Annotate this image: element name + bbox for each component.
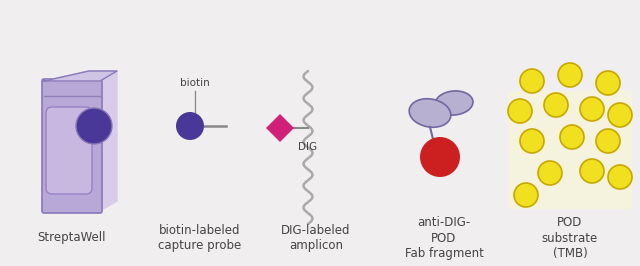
Ellipse shape [435,91,473,115]
Text: biotin-labeled
capture probe: biotin-labeled capture probe [158,224,242,252]
FancyBboxPatch shape [42,79,102,213]
Text: biotin: biotin [180,78,210,88]
FancyBboxPatch shape [46,107,92,194]
Circle shape [520,129,544,153]
Text: DIG-labeled
amplicon: DIG-labeled amplicon [281,224,351,252]
Circle shape [514,183,538,207]
Circle shape [580,97,604,121]
Circle shape [560,125,584,149]
Text: StreptaWell: StreptaWell [38,231,106,244]
Text: DIG: DIG [298,142,317,152]
Circle shape [596,71,620,95]
Circle shape [420,137,460,177]
Circle shape [580,159,604,183]
Circle shape [76,108,112,144]
Circle shape [508,99,532,123]
Polygon shape [100,71,117,211]
Text: anti-DIG-
POD
Fab fragment: anti-DIG- POD Fab fragment [404,217,483,260]
Circle shape [608,165,632,189]
Circle shape [558,63,582,87]
Circle shape [608,103,632,127]
Ellipse shape [409,99,451,127]
FancyBboxPatch shape [508,91,632,209]
Circle shape [176,112,204,140]
Circle shape [596,129,620,153]
Polygon shape [44,71,117,81]
Circle shape [520,69,544,93]
Polygon shape [266,114,294,142]
Text: POD
substrate
(TMB): POD substrate (TMB) [542,217,598,260]
Circle shape [544,93,568,117]
Circle shape [538,161,562,185]
